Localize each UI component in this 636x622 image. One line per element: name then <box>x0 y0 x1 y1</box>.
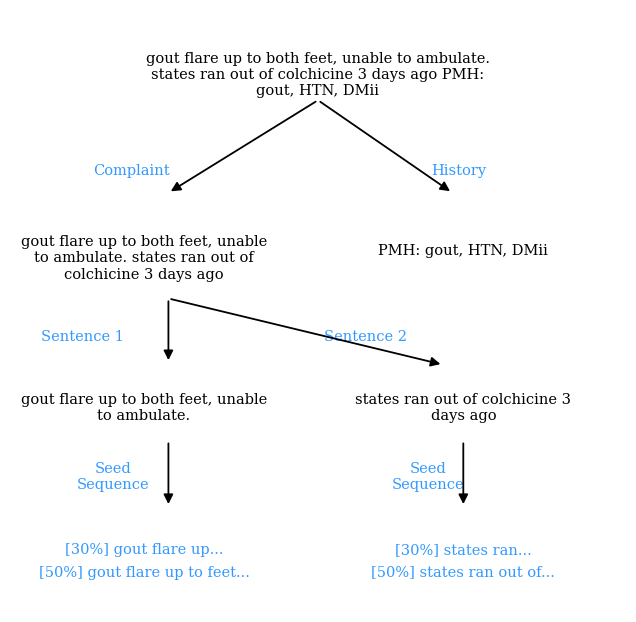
Text: Sentence 1: Sentence 1 <box>41 330 125 344</box>
Text: History: History <box>431 164 486 178</box>
Text: gout flare up to both feet, unable to ambulate.
states ran out of colchicine 3 d: gout flare up to both feet, unable to am… <box>146 52 490 98</box>
Text: PMH: gout, HTN, DMii: PMH: gout, HTN, DMii <box>378 244 548 258</box>
Text: Complaint: Complaint <box>93 164 170 178</box>
Text: [30%] gout flare up...: [30%] gout flare up... <box>65 543 223 557</box>
Text: gout flare up to both feet, unable
to ambulate. states ran out of
colchicine 3 d: gout flare up to both feet, unable to am… <box>21 235 267 282</box>
Text: gout flare up to both feet, unable
to ambulate.: gout flare up to both feet, unable to am… <box>21 393 267 424</box>
Text: states ran out of colchicine 3
days ago: states ran out of colchicine 3 days ago <box>356 393 571 424</box>
Text: Seed
Sequence: Seed Sequence <box>77 462 149 492</box>
Text: Sentence 2: Sentence 2 <box>324 330 406 344</box>
Text: [50%] states ran out of...: [50%] states ran out of... <box>371 565 555 580</box>
Text: Seed
Sequence: Seed Sequence <box>392 462 464 492</box>
Text: [30%] states ran...: [30%] states ran... <box>395 543 532 557</box>
Text: [50%] gout flare up to feet...: [50%] gout flare up to feet... <box>39 565 249 580</box>
